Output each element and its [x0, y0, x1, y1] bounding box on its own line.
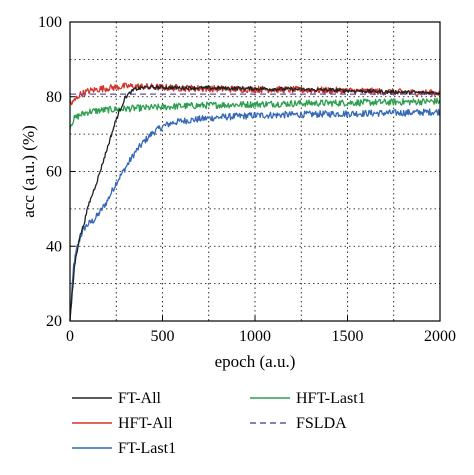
y-tick-label: 100 [38, 14, 62, 31]
y-tick-label: 60 [46, 164, 62, 181]
legend-item-ft-last1: FT-Last1 [72, 440, 176, 457]
legend: FT-All HFT-All FT-Last1 HFT-Last1 FSLDA [72, 390, 366, 457]
x-tick-label: 0 [66, 328, 74, 345]
axis-ticks: 0 500 1000 1500 2000 20 40 60 80 100 [38, 14, 456, 345]
legend-item-hft-last1: HFT-Last1 [250, 390, 366, 407]
grid-lines [70, 22, 440, 321]
x-tick-label: 1500 [332, 328, 364, 345]
legend-label: FT-Last1 [118, 440, 176, 457]
legend-label: HFT-All [118, 415, 173, 432]
legend-item-fslda: FSLDA [250, 415, 347, 432]
series-line-ft-last1 [69, 108, 441, 321]
legend-label: HFT-Last1 [296, 390, 366, 407]
x-tick-label: 500 [151, 328, 175, 345]
x-tick-label: 1000 [239, 328, 271, 345]
series-line-hft-last1 [69, 97, 441, 130]
y-tick-label: 40 [46, 238, 62, 255]
legend-item-hft-all: HFT-All [72, 415, 173, 432]
legend-item-ft-all: FT-All [72, 390, 162, 407]
y-tick-label: 80 [46, 89, 62, 106]
legend-label: FT-All [118, 390, 162, 407]
legend-label: FSLDA [296, 415, 347, 432]
y-axis-title: acc (a.u.) (%) [19, 125, 38, 218]
y-tick-label: 20 [46, 313, 62, 330]
series-line-ft-all [69, 85, 441, 321]
x-tick-label: 2000 [424, 328, 456, 345]
x-axis-title: epoch (a.u.) [215, 352, 296, 371]
series-lines [69, 82, 441, 321]
